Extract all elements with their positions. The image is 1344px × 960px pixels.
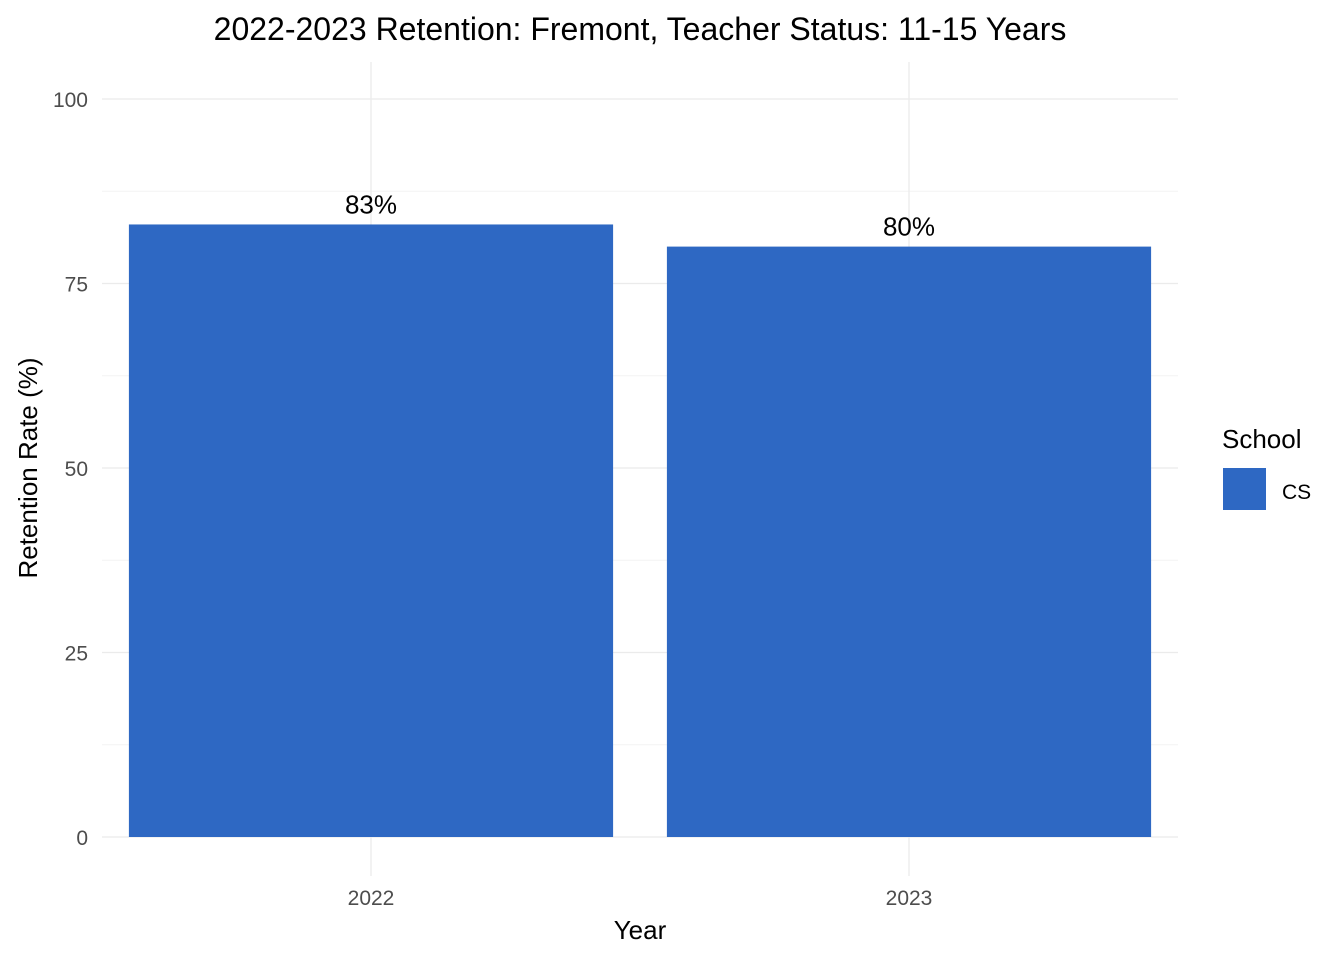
- data-label-2022: 83%: [345, 189, 397, 219]
- tick-labels: 0 25 50 75 100 2022 2023: [53, 89, 932, 910]
- y-tick-label: 100: [53, 89, 88, 112]
- x-axis-title: Year: [614, 915, 667, 945]
- data-labels: 83% 80%: [345, 189, 935, 241]
- y-tick-label: 25: [65, 643, 88, 666]
- x-tick-label: 2022: [348, 887, 395, 910]
- y-tick-label: 0: [76, 827, 88, 850]
- y-tick-label: 50: [65, 458, 88, 481]
- bar-2022: [128, 224, 614, 837]
- bars: [128, 224, 1152, 838]
- chart-title: 2022-2023 Retention: Fremont, Teacher St…: [214, 11, 1067, 47]
- legend-title: School: [1222, 424, 1302, 454]
- data-label-2023: 80%: [883, 212, 935, 242]
- y-axis-title: Retention Rate (%): [13, 357, 43, 578]
- bar-2023: [666, 246, 1152, 838]
- y-tick-label: 75: [65, 274, 88, 297]
- legend-swatch-cs: [1223, 468, 1266, 510]
- legend: School CS: [1222, 424, 1311, 510]
- x-tick-label: 2023: [886, 887, 933, 910]
- legend-label-cs: CS: [1282, 481, 1311, 504]
